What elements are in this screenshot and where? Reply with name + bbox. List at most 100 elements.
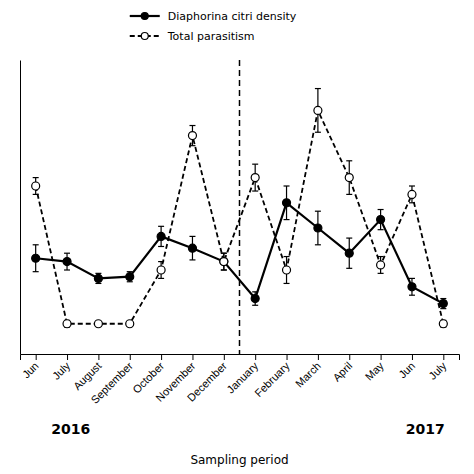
legend-item: Total parasitism <box>130 30 255 43</box>
legend: Diaphorina citri density Total parasitism <box>130 10 297 43</box>
error-bar-cap <box>158 226 164 227</box>
point <box>157 232 165 240</box>
error-bar-cap <box>440 298 446 299</box>
x-tick: December <box>185 354 230 404</box>
error-bar-cap <box>221 269 227 270</box>
error-bar-cap <box>189 259 195 260</box>
point <box>126 320 134 328</box>
error-bar <box>378 210 384 230</box>
x-tick-mark <box>98 354 99 360</box>
error-bar <box>315 89 321 133</box>
legend-marker <box>141 13 148 20</box>
legend-marker <box>141 33 148 40</box>
error-bar-cap <box>33 244 39 245</box>
error-bar-cap <box>284 256 290 257</box>
error-bar-cap <box>221 253 227 254</box>
error-bar <box>95 273 101 283</box>
x-tick: May <box>363 354 387 383</box>
error-bar-cap <box>378 209 384 210</box>
error-bar-cap <box>284 283 290 284</box>
point <box>314 106 322 114</box>
point <box>94 274 102 282</box>
error-bar-cap <box>284 185 290 186</box>
error-bar <box>252 164 258 191</box>
x-axis-line <box>21 355 460 361</box>
x-tick-label: April <box>330 360 354 384</box>
error-bar <box>158 262 164 279</box>
error-bar <box>64 253 70 270</box>
error-bar <box>284 186 290 220</box>
error-bar-cap <box>252 164 258 165</box>
x-tick-mark <box>67 354 68 360</box>
x-tick-label: July <box>50 359 73 382</box>
x-tick-label: Jun <box>20 360 41 381</box>
error-bar <box>252 292 258 305</box>
error-bar-cap <box>95 283 101 284</box>
error-bar-cap <box>346 194 352 195</box>
x-tick-mark <box>161 354 162 360</box>
x-tick: Jun <box>396 354 417 381</box>
point <box>220 258 228 266</box>
x-tick: July <box>50 354 73 382</box>
error-bar <box>440 299 446 309</box>
point <box>126 273 134 281</box>
y-axis-line <box>20 61 21 355</box>
series <box>32 89 448 328</box>
error-bar <box>409 186 415 203</box>
point <box>283 199 291 207</box>
error-bar-cap <box>252 190 258 191</box>
annotation: 2016 <box>51 421 90 437</box>
error-bar-cap <box>409 202 415 203</box>
error-bar-cap <box>409 185 415 186</box>
error-bar-cap <box>346 237 352 238</box>
error-bar-cap <box>158 246 164 247</box>
error-bar-cap <box>33 177 39 178</box>
x-tick: March <box>293 354 323 390</box>
x-tick-label: July <box>426 359 449 382</box>
error-bar-cap <box>221 253 227 254</box>
legend-item: Diaphorina citri density <box>130 10 297 23</box>
x-tick-label: May <box>363 359 387 383</box>
plot: JunJulyAugustSeptemberOctoberNovemberDec… <box>20 60 460 406</box>
error-bar-cap <box>158 261 164 262</box>
error-bar-cap <box>95 273 101 274</box>
point <box>314 224 322 232</box>
error-bar <box>346 238 352 268</box>
error-bar-cap <box>378 273 384 274</box>
annotation: 2017 <box>406 421 445 437</box>
x-tick-mark <box>255 354 256 360</box>
x-tick-mark <box>36 354 37 360</box>
error-bar <box>189 236 195 260</box>
point <box>157 266 165 274</box>
point <box>408 283 416 291</box>
error-bar <box>440 320 446 327</box>
point <box>283 266 291 274</box>
error-bar-cap <box>189 125 195 126</box>
point <box>220 258 228 266</box>
error-bar <box>158 226 164 246</box>
error-bar <box>378 257 384 274</box>
error-bar-cap <box>346 160 352 161</box>
error-bar-cap <box>252 305 258 306</box>
error-bar-cap <box>221 269 227 270</box>
error-bar-cap <box>315 244 321 245</box>
x-tick: February <box>252 354 292 399</box>
point <box>408 190 416 198</box>
error-bar <box>315 211 321 245</box>
error-bar <box>284 257 290 284</box>
point <box>377 216 385 224</box>
error-bar <box>64 320 70 327</box>
point <box>251 295 259 303</box>
x-tick: July <box>426 354 449 382</box>
marks <box>32 60 448 354</box>
error-bar-cap <box>33 194 39 195</box>
error-bar-cap <box>64 253 70 254</box>
x-tick-label: March <box>293 360 323 390</box>
error-bar-cap <box>64 269 70 270</box>
point <box>188 244 196 252</box>
point <box>94 320 102 328</box>
error-bar-cap <box>127 281 133 282</box>
error-bar-cap <box>33 271 39 272</box>
x-tick-mark <box>318 354 319 360</box>
series <box>32 186 448 309</box>
